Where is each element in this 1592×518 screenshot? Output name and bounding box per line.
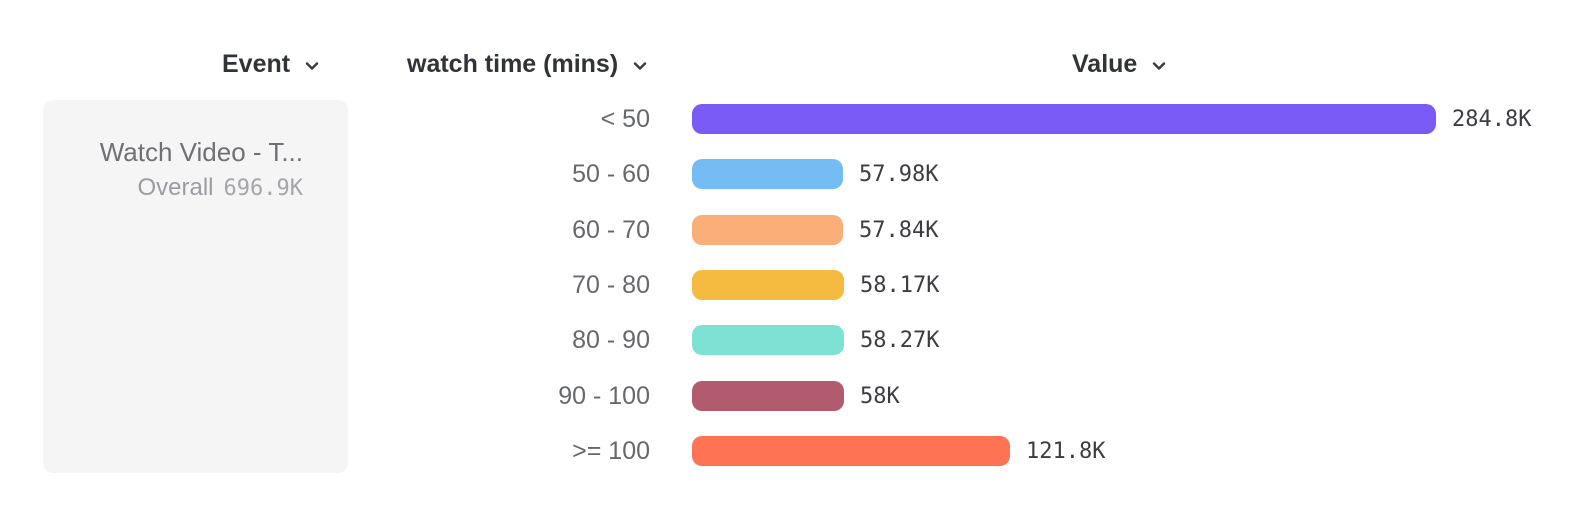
category-label: >= 100: [572, 437, 650, 465]
value-label: 284.8K: [1452, 107, 1532, 132]
value-label: 58K: [860, 384, 900, 409]
category-label: 80 - 90: [572, 326, 650, 354]
category-label: < 50: [600, 105, 650, 133]
chart-row: 90 - 100 58K: [0, 381, 1592, 411]
value-label: 57.84K: [859, 218, 939, 243]
event-header-label: Event: [222, 49, 291, 78]
bar-segment[interactable]: [692, 325, 844, 355]
column-header-event[interactable]: Event: [222, 48, 321, 80]
event-title: Watch Video - T...: [99, 137, 303, 167]
chevron-down-icon: [631, 54, 649, 75]
category-label: 90 - 100: [558, 382, 650, 410]
category-label: 60 - 70: [572, 216, 650, 244]
chart-row: < 50 284.8K: [0, 104, 1592, 134]
event-card-text: Watch Video - T... Overall 696.9K: [100, 136, 303, 205]
event-card[interactable]: Watch Video - T... Overall 696.9K: [43, 100, 348, 473]
value-label: 121.8K: [1026, 439, 1106, 464]
bar-segment[interactable]: [692, 381, 844, 411]
chart-row: 80 - 90 58.27K: [0, 325, 1592, 355]
value-header-label: Value: [1072, 49, 1138, 78]
category-label: 70 - 80: [572, 271, 650, 299]
value-label: 57.98K: [859, 162, 939, 187]
bar-segment[interactable]: [692, 215, 843, 245]
value-label: 58.27K: [860, 328, 940, 353]
overall-label: Overall: [137, 174, 214, 201]
bar-segment[interactable]: [692, 159, 843, 189]
chart-row: 60 - 70 57.84K: [0, 215, 1592, 245]
column-header-breakdown[interactable]: watch time (mins): [407, 48, 649, 80]
bar-segment[interactable]: [692, 104, 1436, 134]
chevron-down-icon: [1150, 54, 1168, 75]
chart-row: >= 100 121.8K: [0, 436, 1592, 466]
chart-row: 50 - 60 57.98K: [0, 159, 1592, 189]
value-label: 58.17K: [860, 273, 940, 298]
category-label: 50 - 60: [572, 160, 650, 188]
chart-row: 70 - 80 58.17K: [0, 270, 1592, 300]
breakdown-header-label: watch time (mins): [407, 49, 619, 78]
bar-segment[interactable]: [692, 270, 844, 300]
bar-segment[interactable]: [692, 436, 1010, 466]
chevron-down-icon: [303, 54, 321, 75]
event-overall: Overall 696.9K: [100, 172, 303, 205]
overall-value: 696.9K: [223, 176, 303, 201]
column-header-value[interactable]: Value: [1072, 48, 1168, 80]
